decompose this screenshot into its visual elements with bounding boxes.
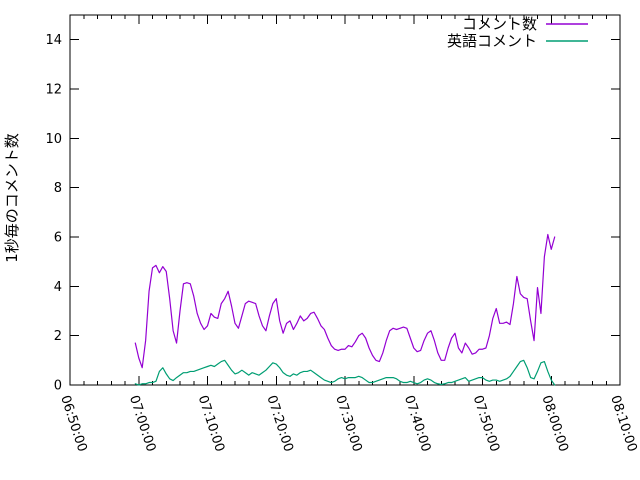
x-tick-label: 07:30:00 bbox=[332, 394, 364, 454]
y-tick-label: 8 bbox=[54, 181, 62, 196]
x-tick-label: 07:10:00 bbox=[195, 394, 227, 454]
y-tick-label: 12 bbox=[45, 83, 62, 98]
series-line-english-comments bbox=[134, 359, 556, 386]
legend-label-comment-count: コメント数 bbox=[462, 15, 537, 33]
axes-layer bbox=[69, 14, 621, 386]
x-tick-label: 07:50:00 bbox=[470, 394, 502, 454]
y-tick-label: 6 bbox=[54, 231, 62, 246]
y-tick-label: 10 bbox=[45, 132, 62, 147]
legend-label-english-comments: 英語コメント bbox=[447, 32, 537, 50]
x-tick-label: 07:00:00 bbox=[126, 394, 158, 454]
y-tick-label: 14 bbox=[45, 33, 62, 48]
y-tick-label: 0 bbox=[54, 379, 62, 394]
x-tick-label: 08:00:00 bbox=[538, 394, 570, 454]
x-tick-label: 07:40:00 bbox=[401, 394, 433, 454]
x-tick-label: 07:20:00 bbox=[263, 394, 295, 454]
x-tick-label: 06:50:00 bbox=[57, 394, 89, 454]
y-tick-label: 4 bbox=[54, 280, 62, 295]
legend: コメント数 英語コメント bbox=[447, 15, 588, 50]
y-tick-label: 2 bbox=[54, 329, 62, 344]
y-axis-title: 1秒毎のコメント数 bbox=[3, 133, 21, 263]
series-line-comment-count bbox=[134, 233, 556, 369]
series-layer bbox=[134, 233, 556, 386]
plot-border bbox=[69, 14, 621, 386]
x-tick-label: 08:10:00 bbox=[607, 394, 639, 454]
